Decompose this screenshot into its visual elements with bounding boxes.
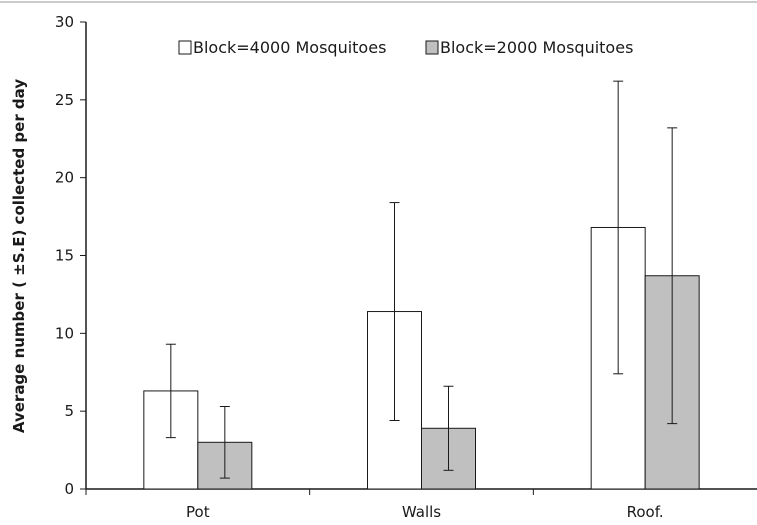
x-category-label: Pot <box>186 503 210 521</box>
x-category-label: Roof. <box>627 503 664 521</box>
y-axis-label: Average number ( ±S.E) collected per day <box>10 79 28 433</box>
error-bars <box>165 80 678 479</box>
bars <box>143 226 700 490</box>
y-tick-label: 25 <box>55 91 74 109</box>
y-tick-label: 15 <box>55 247 74 265</box>
legend-swatch-series-1 <box>178 40 192 55</box>
y-tick-label: 5 <box>64 402 74 420</box>
y-tick-label: 30 <box>55 13 74 31</box>
legend-label-series-1: Block=4000 Mosquitoes <box>193 38 386 57</box>
y-tick-label: 20 <box>55 169 74 187</box>
x-category-label: Walls <box>402 503 441 521</box>
legend-label-series-2: Block=2000 Mosquitoes <box>440 38 633 57</box>
legend: Block=4000 Mosquitoes Block=2000 Mosquit… <box>178 38 633 57</box>
y-tick-label: 0 <box>64 480 74 498</box>
y-tick-label: 10 <box>55 324 74 342</box>
legend-swatch-series-2 <box>425 40 439 55</box>
